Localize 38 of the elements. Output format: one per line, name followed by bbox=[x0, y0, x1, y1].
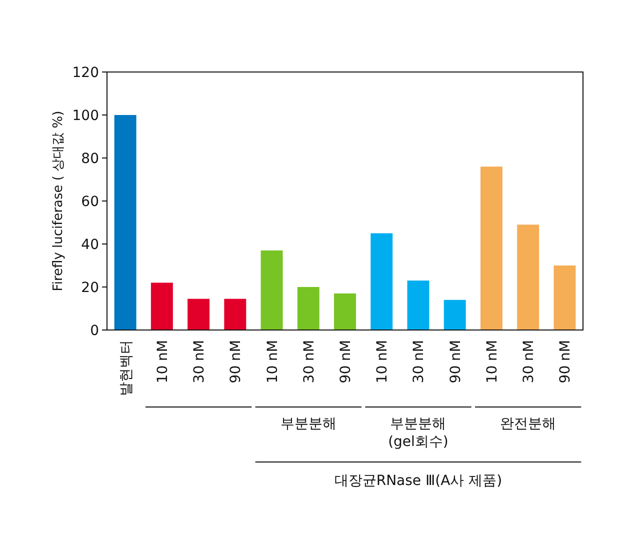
y-tick-label: 60 bbox=[81, 194, 99, 210]
x-tick-label: 30 nM bbox=[521, 340, 538, 384]
x-tick-label: 90 nM bbox=[448, 340, 464, 384]
y-tick-label: 40 bbox=[81, 237, 99, 253]
x-tick-label: 30 nM bbox=[192, 340, 208, 384]
y-tick-label: 100 bbox=[72, 108, 99, 124]
y-tick-label: 20 bbox=[81, 280, 99, 296]
x-tick-label: 30 nM bbox=[301, 340, 318, 384]
bar bbox=[150, 282, 173, 330]
x-tick-label: 90 nM bbox=[338, 340, 354, 384]
text: 완전분해 bbox=[500, 416, 556, 432]
bar bbox=[114, 115, 136, 330]
text: 대장균RNase Ⅲ(A사 제품) bbox=[334, 473, 502, 489]
text: 부분분해 (gel회수) bbox=[388, 416, 448, 450]
x-tick-label: 10 nM bbox=[484, 340, 500, 384]
text: 부분분해 bbox=[280, 416, 336, 432]
y-tick-label: 80 bbox=[81, 151, 99, 167]
x-tick-label: 발현벡터 bbox=[118, 340, 134, 396]
x-tick-label: 10 nM bbox=[154, 340, 171, 384]
bar bbox=[297, 287, 320, 330]
bar bbox=[407, 280, 430, 330]
y-tick-label: 120 bbox=[72, 65, 99, 81]
bar bbox=[444, 300, 466, 330]
bar bbox=[554, 266, 576, 330]
bar bbox=[370, 233, 393, 330]
bar bbox=[260, 250, 283, 330]
bar bbox=[517, 224, 540, 330]
x-tick-label: 10 nM bbox=[374, 340, 391, 384]
y-tick-label: 0 bbox=[90, 323, 99, 339]
bar bbox=[334, 293, 356, 330]
bar bbox=[224, 298, 246, 330]
x-tick-label: 90 nM bbox=[228, 340, 244, 384]
x-tick-label: 90 nM bbox=[558, 340, 574, 384]
x-tick-label: 30 nM bbox=[411, 340, 428, 384]
x-tick-label: 10 nM bbox=[264, 340, 281, 384]
bar bbox=[480, 166, 502, 330]
y-axis-title: Firefly luciferase ( 상대값 %) bbox=[51, 110, 66, 292]
bar bbox=[188, 298, 210, 330]
